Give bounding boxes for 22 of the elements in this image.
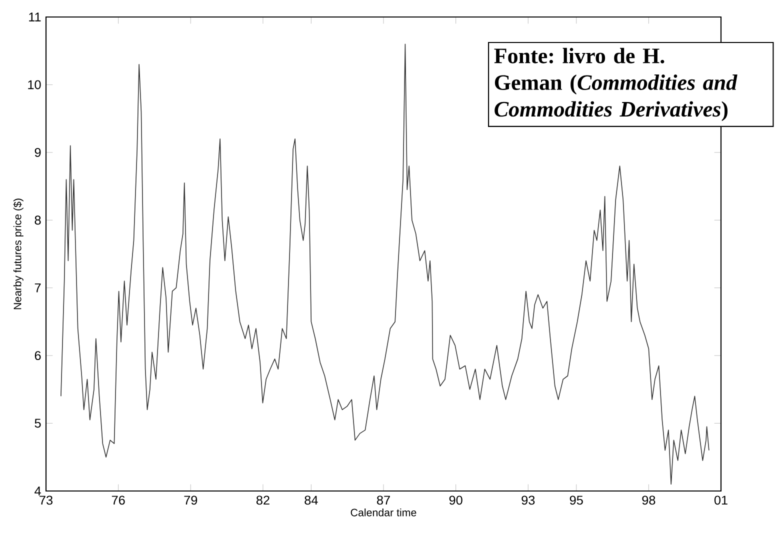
x-tick-label: 87 <box>377 496 390 505</box>
x-tick-label: 90 <box>449 496 462 505</box>
x-axis-title: Calendar time <box>350 508 416 516</box>
x-tick-label: 98 <box>642 496 656 505</box>
y-tick-label: 11 <box>29 12 41 22</box>
y-tick-label: 4 <box>34 486 41 496</box>
x-tick-label: 95 <box>570 496 583 505</box>
x-tick-label: 76 <box>112 496 125 505</box>
y-tick-label: 9 <box>34 148 41 157</box>
y-axis-title: Nearby futures price ($) <box>13 198 24 310</box>
y-tick-label: 7 <box>34 283 41 292</box>
y-tick-label: 10 <box>28 80 41 90</box>
x-tick-label: 84 <box>304 496 318 505</box>
annotation: Fonte: livro de H. Geman (Commodities and Commodities Derivatives) <box>494 48 738 122</box>
x-tick-label: 82 <box>256 496 270 505</box>
x-tick-label: 01 <box>714 496 728 505</box>
x-tick-label: 79 <box>184 496 198 505</box>
y-tick-label: 5 <box>34 418 41 428</box>
x-tick-label: 73 <box>40 496 52 505</box>
y-tick-label: 8 <box>34 216 41 225</box>
x-tick-label: 93 <box>522 496 535 505</box>
y-tick-label: 6 <box>34 351 41 360</box>
